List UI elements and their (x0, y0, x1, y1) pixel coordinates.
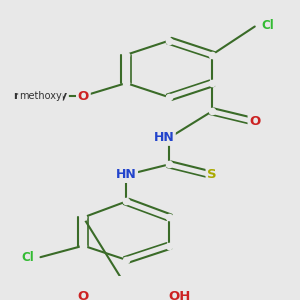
Text: Cl: Cl (21, 251, 34, 264)
Text: O: O (249, 115, 260, 128)
Text: OH: OH (169, 290, 191, 300)
Text: O: O (78, 89, 89, 103)
Text: methoxy: methoxy (19, 91, 62, 101)
Text: Cl: Cl (261, 19, 274, 32)
Text: O: O (78, 290, 89, 300)
Text: O: O (78, 89, 89, 103)
Text: methoxy: methoxy (14, 91, 68, 101)
Text: HN: HN (154, 131, 174, 144)
Text: S: S (207, 169, 217, 182)
Text: HN: HN (116, 169, 136, 182)
